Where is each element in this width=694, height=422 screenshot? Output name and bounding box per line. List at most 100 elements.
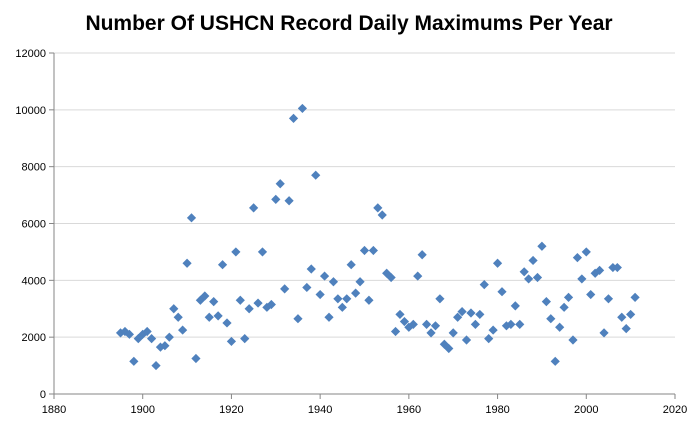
data-point (466, 308, 476, 318)
data-point (315, 289, 325, 300)
data-point (568, 335, 578, 345)
data-point (240, 333, 250, 344)
data-point (266, 299, 276, 310)
data-point (572, 253, 583, 263)
data-point (324, 312, 334, 322)
data-point (359, 245, 370, 256)
data-point (133, 333, 143, 344)
data-point (399, 316, 410, 327)
y-tick-label: 2000 (22, 332, 46, 344)
y-tick-label: 6000 (22, 219, 46, 231)
data-point (311, 170, 321, 180)
data-point (297, 103, 307, 114)
x-tick-label: 1980 (485, 404, 509, 416)
data-point (617, 312, 627, 322)
data-point (204, 312, 214, 322)
data-point (612, 262, 622, 273)
data-point (603, 294, 614, 304)
data-point (151, 360, 161, 371)
data-point (284, 196, 294, 206)
data-point (319, 271, 330, 281)
x-tick-label: 1900 (130, 404, 154, 416)
y-tick-label: 8000 (22, 162, 46, 174)
data-point (492, 258, 503, 268)
data-point (342, 294, 352, 304)
data-point (555, 322, 565, 332)
data-point (626, 309, 636, 320)
data-point (484, 333, 494, 344)
data-point (337, 302, 347, 312)
data-point (178, 325, 188, 335)
data-point (333, 294, 343, 304)
data-point (546, 314, 556, 324)
y-tick-label: 10000 (15, 105, 46, 117)
data-point (217, 260, 228, 270)
data-point (235, 295, 245, 305)
data-point (222, 318, 232, 328)
x-tick-label: 2000 (574, 404, 598, 416)
data-point (453, 312, 463, 322)
data-point (386, 272, 396, 283)
data-point (532, 272, 543, 283)
data-point (475, 309, 485, 320)
data-point (488, 325, 498, 335)
data-point (195, 295, 205, 305)
y-tick-label: 4000 (22, 275, 46, 287)
data-point (417, 250, 427, 260)
data-point (408, 319, 418, 329)
data-point (382, 268, 392, 278)
data-point (390, 326, 401, 337)
x-tick-label: 1880 (42, 404, 66, 416)
data-point (160, 341, 170, 351)
data-point (164, 332, 174, 342)
data-point (413, 271, 423, 281)
data-point (226, 336, 237, 347)
data-point (191, 353, 201, 364)
data-point (515, 319, 525, 329)
data-point (537, 241, 547, 251)
data-point (146, 333, 157, 344)
data-point (422, 319, 432, 329)
data-point (328, 277, 339, 287)
x-tick-label: 1960 (397, 404, 421, 416)
data-point (249, 203, 259, 213)
data-point (541, 297, 551, 307)
gridlines (54, 52, 675, 338)
data-point (506, 319, 516, 329)
data-point (253, 298, 263, 308)
data-point (346, 260, 356, 270)
data-point (563, 292, 574, 302)
data-point (461, 335, 472, 345)
data-point (138, 329, 148, 339)
data-point (439, 339, 449, 349)
data-point (124, 329, 135, 339)
axes (49, 52, 676, 399)
x-tick-label: 1920 (219, 404, 243, 416)
data-point (594, 265, 605, 275)
data-point (213, 311, 223, 321)
data-point (364, 295, 374, 305)
data-point (581, 247, 591, 257)
data-points (115, 103, 640, 371)
x-tick-label: 1940 (308, 404, 332, 416)
data-point (288, 113, 299, 123)
data-point (457, 306, 467, 317)
data-point (271, 194, 281, 204)
data-point (630, 292, 640, 302)
data-point (169, 304, 179, 314)
data-point (293, 314, 303, 324)
data-point (395, 309, 405, 320)
data-point (129, 356, 139, 366)
data-point (373, 203, 383, 213)
data-point (448, 328, 458, 338)
data-point (528, 255, 538, 266)
data-point (351, 288, 361, 298)
data-point (479, 279, 489, 290)
data-point (257, 247, 268, 257)
data-point (524, 274, 534, 284)
chart-title: Number Of USHCN Record Daily Maximums Pe… (85, 12, 612, 35)
data-point (209, 297, 219, 307)
data-point (306, 264, 316, 274)
